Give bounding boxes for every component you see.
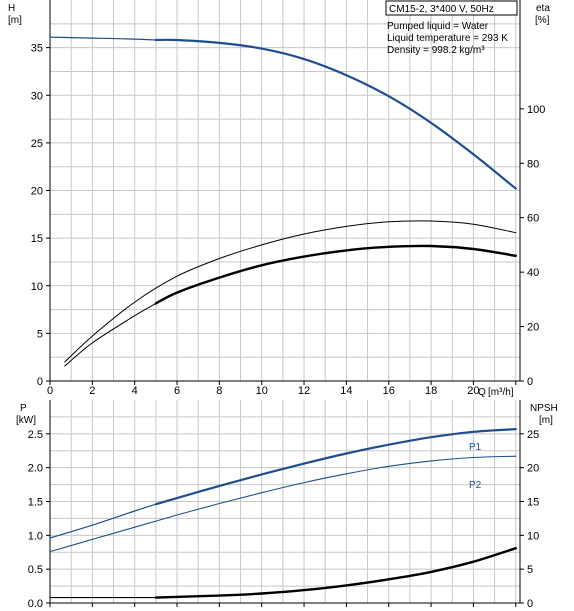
y2-tick-label: 10 <box>527 530 539 542</box>
series-label-p2: P2 <box>469 480 482 491</box>
x-tick-label: 10 <box>256 385 268 397</box>
bottom-y-unit: [kW] <box>16 415 36 426</box>
x-tick-label: 16 <box>383 385 395 397</box>
top-y-label: H <box>8 3 15 14</box>
y2-tick-label: 25 <box>527 429 539 441</box>
x-tick-label: 2 <box>89 385 95 397</box>
top-y2-unit: [%] <box>535 15 550 26</box>
x-tick-label: 4 <box>132 385 138 397</box>
y-tick-label: 35 <box>31 43 43 55</box>
info-density: Density = 998.2 kg/m³ <box>387 45 485 56</box>
y-tick-label: 20 <box>31 186 43 198</box>
x-tick-label: 12 <box>298 385 310 397</box>
y-tick-label: 10 <box>31 281 43 293</box>
bottom-y-label: P <box>20 403 27 414</box>
y-tick-label: 15 <box>31 233 43 245</box>
y-tick-label: 5 <box>37 328 43 340</box>
series-line-eta <box>154 244 517 305</box>
info-temperature: Liquid temperature = 293 K <box>387 33 508 44</box>
y2-tick-label: 60 <box>527 213 539 225</box>
y-tick-label: 2.5 <box>28 429 43 441</box>
top-x-label: Q <box>478 387 486 398</box>
x-tick-label: 20 <box>467 385 479 397</box>
y2-tick-label: 20 <box>527 322 539 334</box>
y-tick-label: 0 <box>37 376 43 388</box>
y-tick-label: 1.0 <box>28 530 43 542</box>
y2-tick-label: 100 <box>527 104 545 116</box>
y-tick-label: 25 <box>31 138 43 150</box>
info-title-box <box>385 0 518 16</box>
y-tick-label: 2.0 <box>28 463 43 475</box>
x-tick-label: 0 <box>47 385 53 397</box>
series-line-npsh <box>154 547 517 599</box>
axes <box>46 0 524 607</box>
series-label-p1: P1 <box>469 442 482 453</box>
y-tick-label: 30 <box>31 90 43 102</box>
y2-tick-label: 0 <box>527 598 533 610</box>
y-tick-label: 1.5 <box>28 497 43 509</box>
info-title: CM15-2, 3*400 V, 50Hz <box>389 4 494 15</box>
bottom-y2-unit: [m] <box>539 415 553 426</box>
series <box>49 36 517 599</box>
grid <box>50 0 520 603</box>
series-line-p1 <box>49 503 157 539</box>
series-line-head-thin <box>49 36 157 41</box>
y-tick-label: 0.0 <box>28 598 43 610</box>
y2-tick-label: 15 <box>527 497 539 509</box>
series-line-eta-npsh-thin <box>64 302 157 367</box>
top-y2-label: eta <box>536 3 550 14</box>
y2-tick-label: 40 <box>527 267 539 279</box>
x-tick-label: 8 <box>216 385 222 397</box>
bottom-y2-label: NPSH <box>530 403 558 414</box>
y2-tick-label: 0 <box>527 376 533 388</box>
info-liquid: Pumped liquid = Water <box>387 21 489 32</box>
series-line-head <box>154 38 517 190</box>
y2-tick-label: 80 <box>527 158 539 170</box>
x-tick-label: 18 <box>425 385 437 397</box>
y2-tick-label: 5 <box>527 564 533 576</box>
y-tick-label: 0.5 <box>28 564 43 576</box>
top-x-unit: [m³/h] <box>488 387 514 398</box>
y2-tick-label: 20 <box>527 463 539 475</box>
series-line-p2 <box>49 455 517 553</box>
x-tick-label: 14 <box>340 385 352 397</box>
series-line-eta-thin <box>64 220 517 363</box>
x-tick-label: 6 <box>174 385 180 397</box>
series-line-p1 <box>154 428 517 506</box>
top-y-unit: [m] <box>8 15 22 26</box>
